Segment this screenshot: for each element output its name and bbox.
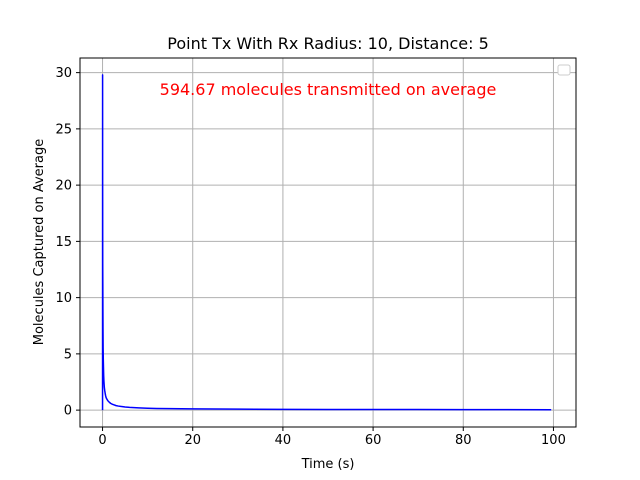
y-axis-label: Molecules Captured on Average [32,139,47,345]
chart-title: Point Tx With Rx Radius: 10, Distance: 5 [167,34,489,53]
axes-frame [79,57,577,428]
x-tick-label: 20 [184,433,201,448]
y-tick-label: 25 [55,122,72,137]
x-tick-label: 40 [275,433,292,448]
y-tick-label: 20 [55,179,72,194]
x-tick-label: 80 [455,433,472,448]
annotation-text: 594.67 molecules transmitted on average [160,80,497,99]
x-tick-label: 100 [541,433,566,448]
y-tick-label: 15 [55,235,72,250]
legend-box [557,64,571,76]
x-axis-label: Time (s) [301,457,355,472]
x-tick-label: 0 [98,433,106,448]
y-tick-label: 30 [55,66,72,81]
y-tick-label: 10 [55,291,72,306]
ticks: 0 20 40 60 80 100 0 5 10 15 20 25 30 [55,66,565,448]
plot-area [101,74,552,411]
grid [80,58,576,427]
series-line [101,74,552,411]
x-tick-label: 60 [365,433,382,448]
y-tick-label: 0 [64,404,72,419]
y-tick-label: 5 [64,347,72,362]
